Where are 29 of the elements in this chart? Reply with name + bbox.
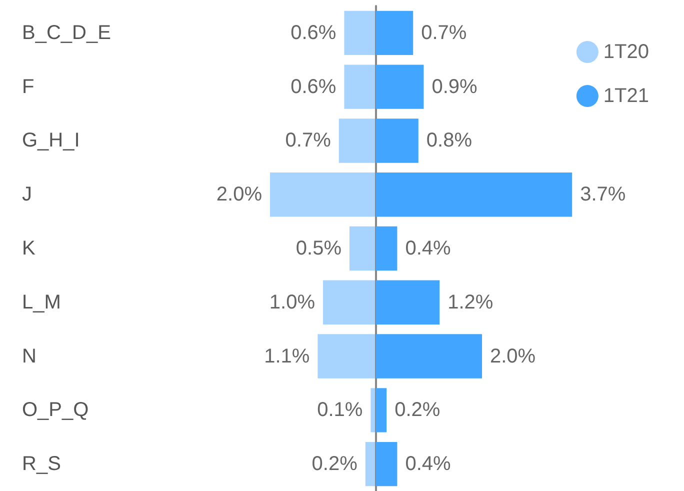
data-label: 3.7% [580, 184, 626, 206]
y-tick-label: L_M [22, 291, 61, 314]
y-tick-label: G_H_I [22, 130, 80, 152]
y-tick-label: B_C_D_E [22, 22, 111, 44]
data-label: 0.1% [317, 399, 363, 422]
data-label: 0.9% [432, 76, 478, 98]
data-label: 0.2% [312, 453, 358, 476]
data-label: 0.8% [426, 130, 472, 152]
data-label: 2.0% [490, 345, 536, 368]
y-tick-label: J [22, 184, 32, 206]
y-tick-label: K [22, 238, 36, 260]
data-label: 0.2% [394, 399, 440, 422]
y-tick-label: N [22, 345, 36, 368]
data-label: 0.4% [405, 453, 452, 476]
data-label: 0.7% [421, 22, 467, 44]
data-label: 1.1% [264, 345, 310, 368]
data-label: 0.6% [290, 22, 336, 44]
data-label: 1.2% [448, 291, 494, 314]
data-label: 0.6% [290, 76, 336, 98]
data-label: 0.5% [296, 238, 342, 260]
y-tick-label: F [22, 76, 34, 98]
y-tick-label: O_P_Q [22, 399, 89, 422]
legend-label: 1T20 [603, 41, 650, 63]
data-label: 0.7% [285, 130, 332, 152]
data-label: 0.4% [405, 238, 452, 260]
data-label: 1.0% [269, 291, 316, 314]
data-label: 2.0% [216, 184, 262, 206]
y-tick-label: R_S [22, 453, 61, 476]
legend-label: 1T21 [603, 85, 650, 107]
